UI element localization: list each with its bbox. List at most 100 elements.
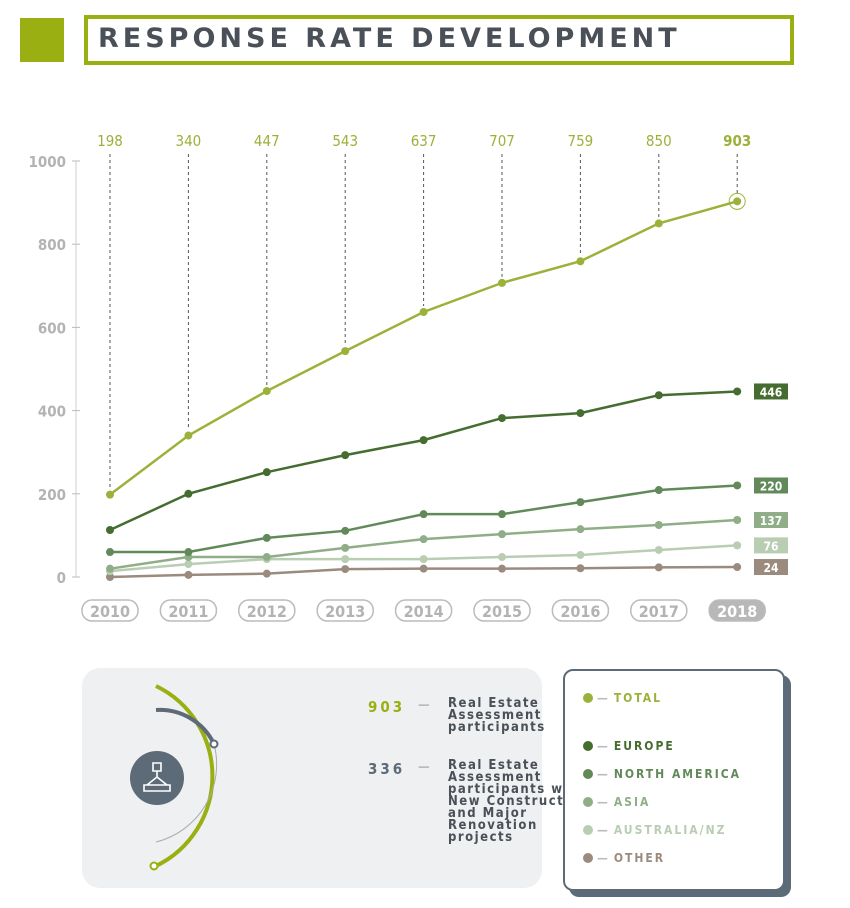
- data-point: [184, 570, 193, 579]
- data-point: [419, 535, 428, 544]
- data-point: [341, 451, 350, 460]
- end-label-box: [754, 512, 788, 529]
- top-value-label: 198: [97, 132, 123, 150]
- data-point: [184, 489, 193, 498]
- legend-dot: [583, 797, 593, 807]
- data-point: [498, 553, 506, 562]
- data-point: [341, 565, 350, 574]
- legend-dash: —: [597, 767, 608, 781]
- data-point: [576, 564, 585, 573]
- stats-panel: 903— Real Estate Assessment participants…: [82, 668, 588, 888]
- top-value-label: 637: [411, 132, 437, 150]
- legend-dot: [583, 853, 593, 863]
- top-value-label: 543: [332, 132, 358, 150]
- series-line-europe: [109, 390, 738, 532]
- legend-label: NORTH AMERICA: [613, 767, 742, 781]
- top-value-label: 850: [646, 132, 672, 150]
- data-point: [733, 481, 742, 490]
- data-point: [654, 219, 663, 228]
- data-point: [654, 391, 663, 400]
- end-label: 137: [760, 514, 783, 528]
- legend-dot: [583, 825, 593, 835]
- data-point: [106, 525, 114, 534]
- legend-dot: [583, 693, 593, 703]
- x-label-pill: [630, 599, 688, 622]
- x-tick-label: 2010: [90, 602, 130, 621]
- x-tick-label: 2012: [247, 602, 287, 621]
- data-point: [733, 541, 742, 550]
- top-value-label: 759: [568, 132, 594, 150]
- y-tick-label: 1000: [28, 153, 66, 171]
- data-point: [733, 387, 742, 396]
- x-label-pill: [159, 599, 218, 622]
- end-label-box: [754, 559, 788, 576]
- x-tick-label: 2017: [639, 602, 679, 621]
- data-point: [419, 555, 428, 564]
- legend-dash: —: [597, 823, 608, 837]
- end-label: 220: [760, 479, 783, 493]
- data-point: [262, 533, 271, 542]
- x-label-pill: [394, 599, 453, 622]
- data-point: [498, 510, 506, 519]
- end-label: 24: [763, 561, 779, 575]
- end-label: 446: [760, 385, 783, 399]
- stat-text: Real Estate Assessment participants: [448, 696, 546, 735]
- data-point: [106, 548, 114, 557]
- x-label-pill: [238, 599, 296, 622]
- data-point: [419, 510, 428, 519]
- data-point: [184, 560, 193, 569]
- legend-item: — TOTAL: [583, 691, 662, 705]
- data-point: [341, 526, 350, 535]
- stat-value: 903: [368, 698, 406, 716]
- stat-value: 336: [368, 760, 406, 778]
- data-point: [498, 564, 506, 573]
- legend-dash: —: [597, 851, 608, 865]
- x-tick-label: 2014: [404, 602, 444, 621]
- x-tick-label: 2013: [325, 602, 365, 621]
- y-tick-label: 0: [57, 569, 66, 587]
- y-tick-label: 400: [38, 403, 66, 421]
- title-box: RESPONSE RATE DEVELOPMENT: [84, 15, 794, 65]
- y-tick-label: 600: [38, 319, 66, 337]
- legend-item: — NORTH AMERICA: [583, 767, 741, 781]
- legend-item: — EUROPE: [583, 739, 675, 753]
- x-tick-label: 2015: [482, 602, 522, 621]
- data-point: [733, 563, 742, 572]
- legend-dot: [583, 769, 593, 779]
- legend-item: — AUSTRALIA/NZ: [583, 823, 726, 837]
- data-point: [498, 530, 506, 539]
- legend-dash: —: [597, 739, 608, 753]
- data-point: [341, 555, 350, 564]
- x-tick-label: 2018: [717, 602, 757, 621]
- legend-label: OTHER: [613, 851, 666, 865]
- data-point: [498, 278, 506, 287]
- arc-graphic: [130, 684, 219, 871]
- data-point: [498, 414, 506, 423]
- legend-dash: —: [597, 795, 608, 809]
- data-point: [654, 521, 663, 529]
- legend-label: TOTAL: [613, 691, 663, 705]
- legend: — TOTAL — EUROPE — NORTH AMERICA — ASIA — AUSTRAL…: [563, 669, 785, 891]
- legend-dot: [583, 741, 593, 751]
- title-accent-square: [20, 18, 64, 62]
- end-label-box: [754, 383, 788, 400]
- data-point: [654, 545, 663, 554]
- line-chart: 0 200 400 600 800 1000 198 340 447 543 637 707 759 85…: [28, 132, 788, 622]
- end-label-box: [754, 537, 788, 554]
- page-title: RESPONSE RATE DEVELOPMENT: [98, 23, 681, 54]
- y-tick-label: 800: [38, 236, 66, 254]
- stat-text: Real Estate Assessment participants with…: [448, 758, 590, 845]
- legend-label: ASIA: [613, 795, 651, 809]
- data-point: [654, 486, 663, 495]
- data-point: [341, 543, 350, 552]
- data-point: [733, 197, 742, 206]
- end-label-box: [754, 477, 788, 494]
- data-point: [654, 563, 663, 572]
- data-point: [262, 387, 271, 396]
- top-value-label: 903: [723, 132, 751, 150]
- x-label-pill: [708, 599, 766, 622]
- data-point: [576, 257, 585, 266]
- stat-new-construction: 336— Real Estate Assessment participants…: [368, 758, 598, 845]
- data-point: [419, 308, 428, 317]
- y-tick-label: 200: [38, 486, 66, 504]
